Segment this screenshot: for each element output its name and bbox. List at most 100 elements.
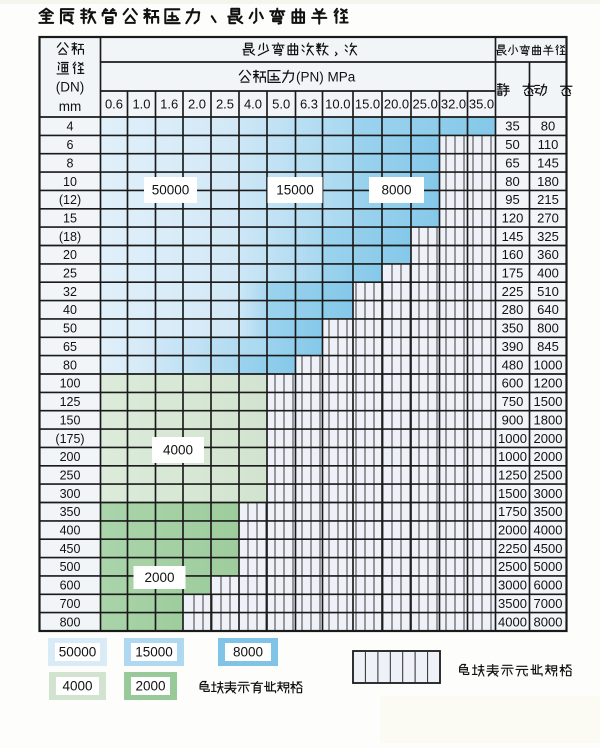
svg-text:80: 80: [505, 174, 519, 189]
svg-text:80: 80: [541, 119, 555, 134]
svg-text:450: 450: [60, 542, 81, 556]
svg-text:215: 215: [537, 192, 559, 207]
svg-text:(175): (175): [55, 432, 84, 446]
svg-text:8000: 8000: [381, 183, 411, 198]
svg-text:4000: 4000: [163, 443, 193, 458]
svg-text:50000: 50000: [59, 645, 97, 660]
svg-text:20: 20: [63, 248, 77, 262]
svg-text:800: 800: [537, 321, 559, 336]
svg-text:1000: 1000: [534, 357, 563, 372]
svg-text:3000: 3000: [534, 486, 563, 501]
svg-text:7000: 7000: [534, 596, 563, 611]
svg-text:8000: 8000: [233, 645, 263, 660]
svg-text:1750: 1750: [498, 504, 527, 519]
svg-text:390: 390: [502, 339, 524, 354]
svg-text:125: 125: [60, 395, 81, 409]
svg-text:350: 350: [502, 321, 524, 336]
svg-text:150: 150: [60, 413, 81, 427]
svg-text:145: 145: [502, 229, 524, 244]
svg-text:600: 600: [502, 376, 524, 391]
svg-text:6.3: 6.3: [300, 97, 318, 112]
svg-text:32: 32: [63, 285, 77, 299]
svg-text:4: 4: [67, 120, 74, 134]
svg-text:225: 225: [502, 284, 524, 299]
svg-text:8: 8: [67, 156, 74, 170]
svg-text:50000: 50000: [152, 183, 190, 198]
svg-text:5000: 5000: [534, 559, 563, 574]
svg-text:100: 100: [60, 377, 81, 391]
svg-text:1000: 1000: [498, 449, 527, 464]
svg-text:110: 110: [538, 137, 559, 152]
svg-text:1800: 1800: [534, 412, 563, 427]
svg-text:2.5: 2.5: [216, 97, 234, 112]
svg-text:400: 400: [537, 266, 559, 281]
svg-text:2.0: 2.0: [188, 97, 206, 112]
svg-text:1200: 1200: [534, 376, 563, 391]
svg-text:50: 50: [63, 322, 77, 336]
svg-text:mm: mm: [59, 99, 82, 114]
svg-text:510: 510: [537, 284, 559, 299]
svg-text:2000: 2000: [144, 570, 174, 585]
svg-text:270: 270: [537, 211, 559, 226]
svg-text:50: 50: [505, 137, 519, 152]
svg-text:180: 180: [537, 174, 559, 189]
svg-text:360: 360: [537, 247, 559, 262]
svg-text:800: 800: [60, 615, 81, 629]
svg-text:1250: 1250: [498, 468, 527, 483]
svg-text:500: 500: [60, 560, 81, 574]
svg-text:600: 600: [60, 579, 81, 593]
svg-text:10.0: 10.0: [325, 97, 350, 112]
svg-text:1.0: 1.0: [132, 97, 150, 112]
svg-text:25: 25: [63, 267, 77, 281]
svg-text:15000: 15000: [276, 183, 314, 198]
svg-text:120: 120: [502, 211, 524, 226]
svg-text:845: 845: [537, 339, 559, 354]
svg-text:3000: 3000: [498, 578, 527, 593]
svg-text:4.0: 4.0: [244, 97, 262, 112]
svg-text:2000: 2000: [534, 431, 563, 446]
svg-text:300: 300: [60, 487, 81, 501]
svg-text:3500: 3500: [534, 504, 563, 519]
svg-text:1.6: 1.6: [160, 97, 178, 112]
svg-text:2500: 2500: [534, 468, 563, 483]
svg-text:175: 175: [502, 266, 524, 281]
svg-text:4000: 4000: [62, 679, 92, 694]
svg-text:5.0: 5.0: [272, 97, 290, 112]
svg-text:2500: 2500: [498, 559, 527, 574]
svg-text:40: 40: [63, 303, 77, 317]
svg-text:200: 200: [60, 450, 81, 464]
svg-text:20.0: 20.0: [384, 97, 409, 112]
svg-text:700: 700: [60, 597, 81, 611]
svg-text:8000: 8000: [534, 614, 563, 629]
svg-text:95: 95: [505, 192, 519, 207]
svg-text:32.0: 32.0: [441, 97, 466, 112]
svg-text:15000: 15000: [135, 645, 173, 660]
svg-text:(DN): (DN): [56, 80, 85, 95]
svg-text:80: 80: [63, 358, 77, 372]
svg-text:1000: 1000: [498, 431, 527, 446]
svg-text:6000: 6000: [534, 578, 563, 593]
svg-text:2000: 2000: [135, 679, 165, 694]
svg-text:280: 280: [502, 302, 524, 317]
svg-text:4000: 4000: [498, 614, 527, 629]
svg-text:4500: 4500: [534, 541, 563, 556]
svg-text:(PN) MPa: (PN) MPa: [296, 70, 356, 85]
svg-text:15.0: 15.0: [355, 97, 380, 112]
svg-text:750: 750: [502, 394, 524, 409]
svg-text:65: 65: [63, 340, 77, 354]
svg-text:250: 250: [60, 469, 81, 483]
svg-text:640: 640: [537, 302, 559, 317]
svg-text:6: 6: [67, 138, 74, 152]
svg-text:160: 160: [502, 247, 524, 262]
svg-text:4000: 4000: [534, 523, 563, 538]
svg-text:35: 35: [505, 119, 519, 134]
svg-text:350: 350: [60, 505, 81, 519]
svg-text:400: 400: [60, 524, 81, 538]
svg-text:(18): (18): [59, 230, 81, 244]
svg-text:0.6: 0.6: [105, 97, 123, 112]
svg-text:900: 900: [502, 412, 524, 427]
svg-text:15: 15: [63, 212, 77, 226]
svg-text:1500: 1500: [498, 486, 527, 501]
svg-text:25.0: 25.0: [413, 97, 438, 112]
svg-text:10: 10: [63, 175, 77, 189]
